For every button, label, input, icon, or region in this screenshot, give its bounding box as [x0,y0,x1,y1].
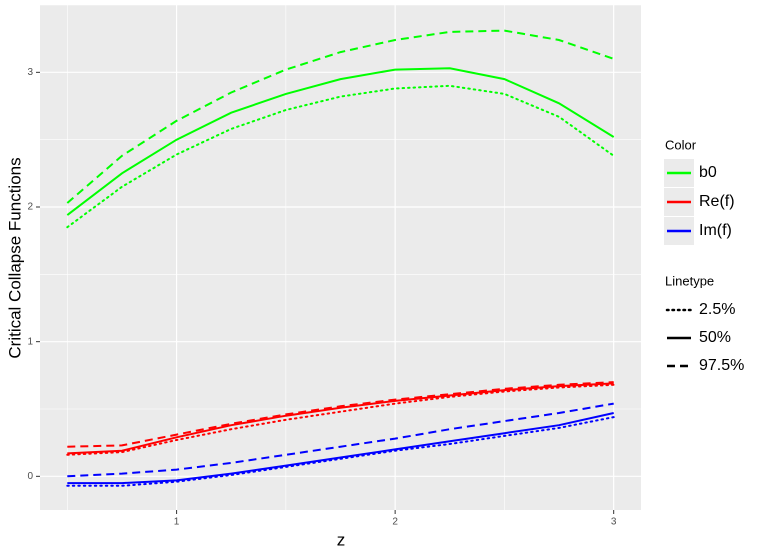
legend-title: Color [665,137,697,152]
panel [40,5,641,510]
data-line [67,381,614,448]
y-axis-title: Critical Collapse Functions [5,157,24,358]
legend-label: 50% [699,329,731,346]
x-tick-label: 1 [174,517,180,528]
x-axis-title: z [337,530,346,549]
y-tick-label: 3 [27,67,33,78]
x-tick-label: 2 [392,517,398,528]
legend-title: Linetype [665,273,714,288]
legend-label: Re(f) [699,193,735,210]
data-line [66,416,615,487]
data-line [66,29,615,204]
data-line [67,412,614,485]
data-line [66,383,615,456]
data-line [67,402,614,478]
legend-label: Im(f) [699,222,732,239]
x-tick-label: 3 [611,517,617,528]
data-line [67,382,614,455]
y-tick-label: 2 [27,202,33,213]
y-tick-label: 0 [27,471,33,482]
data-line [66,67,615,216]
data-line [66,84,615,229]
legend-label: 97.5% [699,357,744,374]
legend-label: 2.5% [699,301,735,318]
legend-label: b0 [699,164,717,181]
y-tick-label: 1 [27,336,33,347]
